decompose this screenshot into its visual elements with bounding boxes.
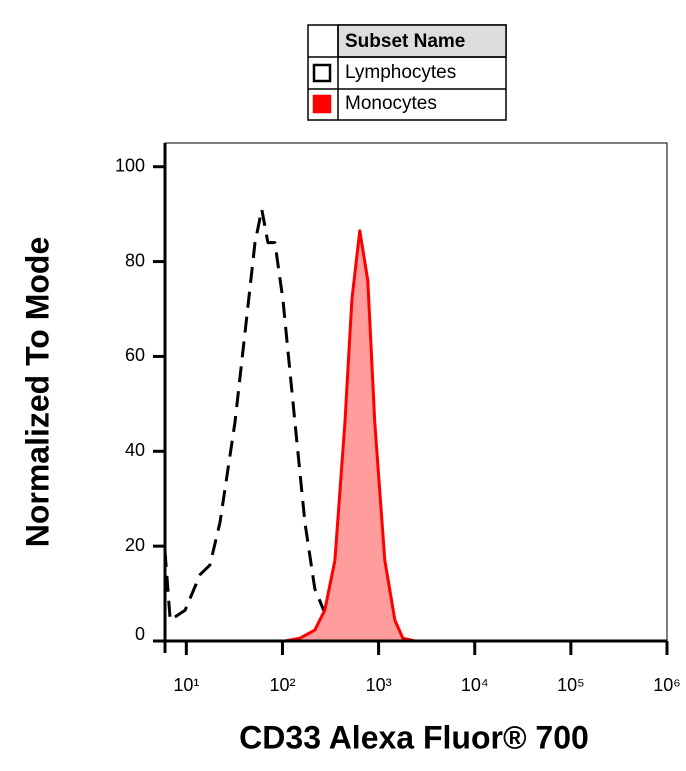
legend-title: Subset Name xyxy=(345,31,465,52)
y-axis-title: Normalized To Mode xyxy=(19,237,55,548)
plot-frame xyxy=(164,142,668,642)
y-tick-label: 20 xyxy=(125,535,145,555)
y-tick-label: 40 xyxy=(125,440,145,460)
x-axis-title: CD33 Alexa Fluor® 700 xyxy=(239,719,589,755)
x-tick-label: 10² xyxy=(269,675,295,695)
line xyxy=(165,229,667,643)
x-tick-label: 10⁵ xyxy=(557,675,584,695)
legend-swatch xyxy=(312,94,332,114)
x-tick-label: 10⁶ xyxy=(653,675,680,695)
y-tick-label: 100 xyxy=(115,155,145,175)
area xyxy=(165,230,667,641)
legend-swatch xyxy=(312,63,332,83)
y-tick-label: 60 xyxy=(125,345,145,365)
x-tick-label: 10¹ xyxy=(173,675,199,695)
x-tick-label: 10³ xyxy=(366,675,392,695)
x-tick-label: 10⁴ xyxy=(461,675,489,695)
y-tick-label: 0 xyxy=(135,624,145,644)
y-tick-label: 80 xyxy=(125,250,145,270)
legend-header xyxy=(337,24,507,58)
line xyxy=(163,207,667,643)
legend-label: Lymphocytes xyxy=(345,62,456,83)
legend-label: Monocytes xyxy=(345,93,437,114)
